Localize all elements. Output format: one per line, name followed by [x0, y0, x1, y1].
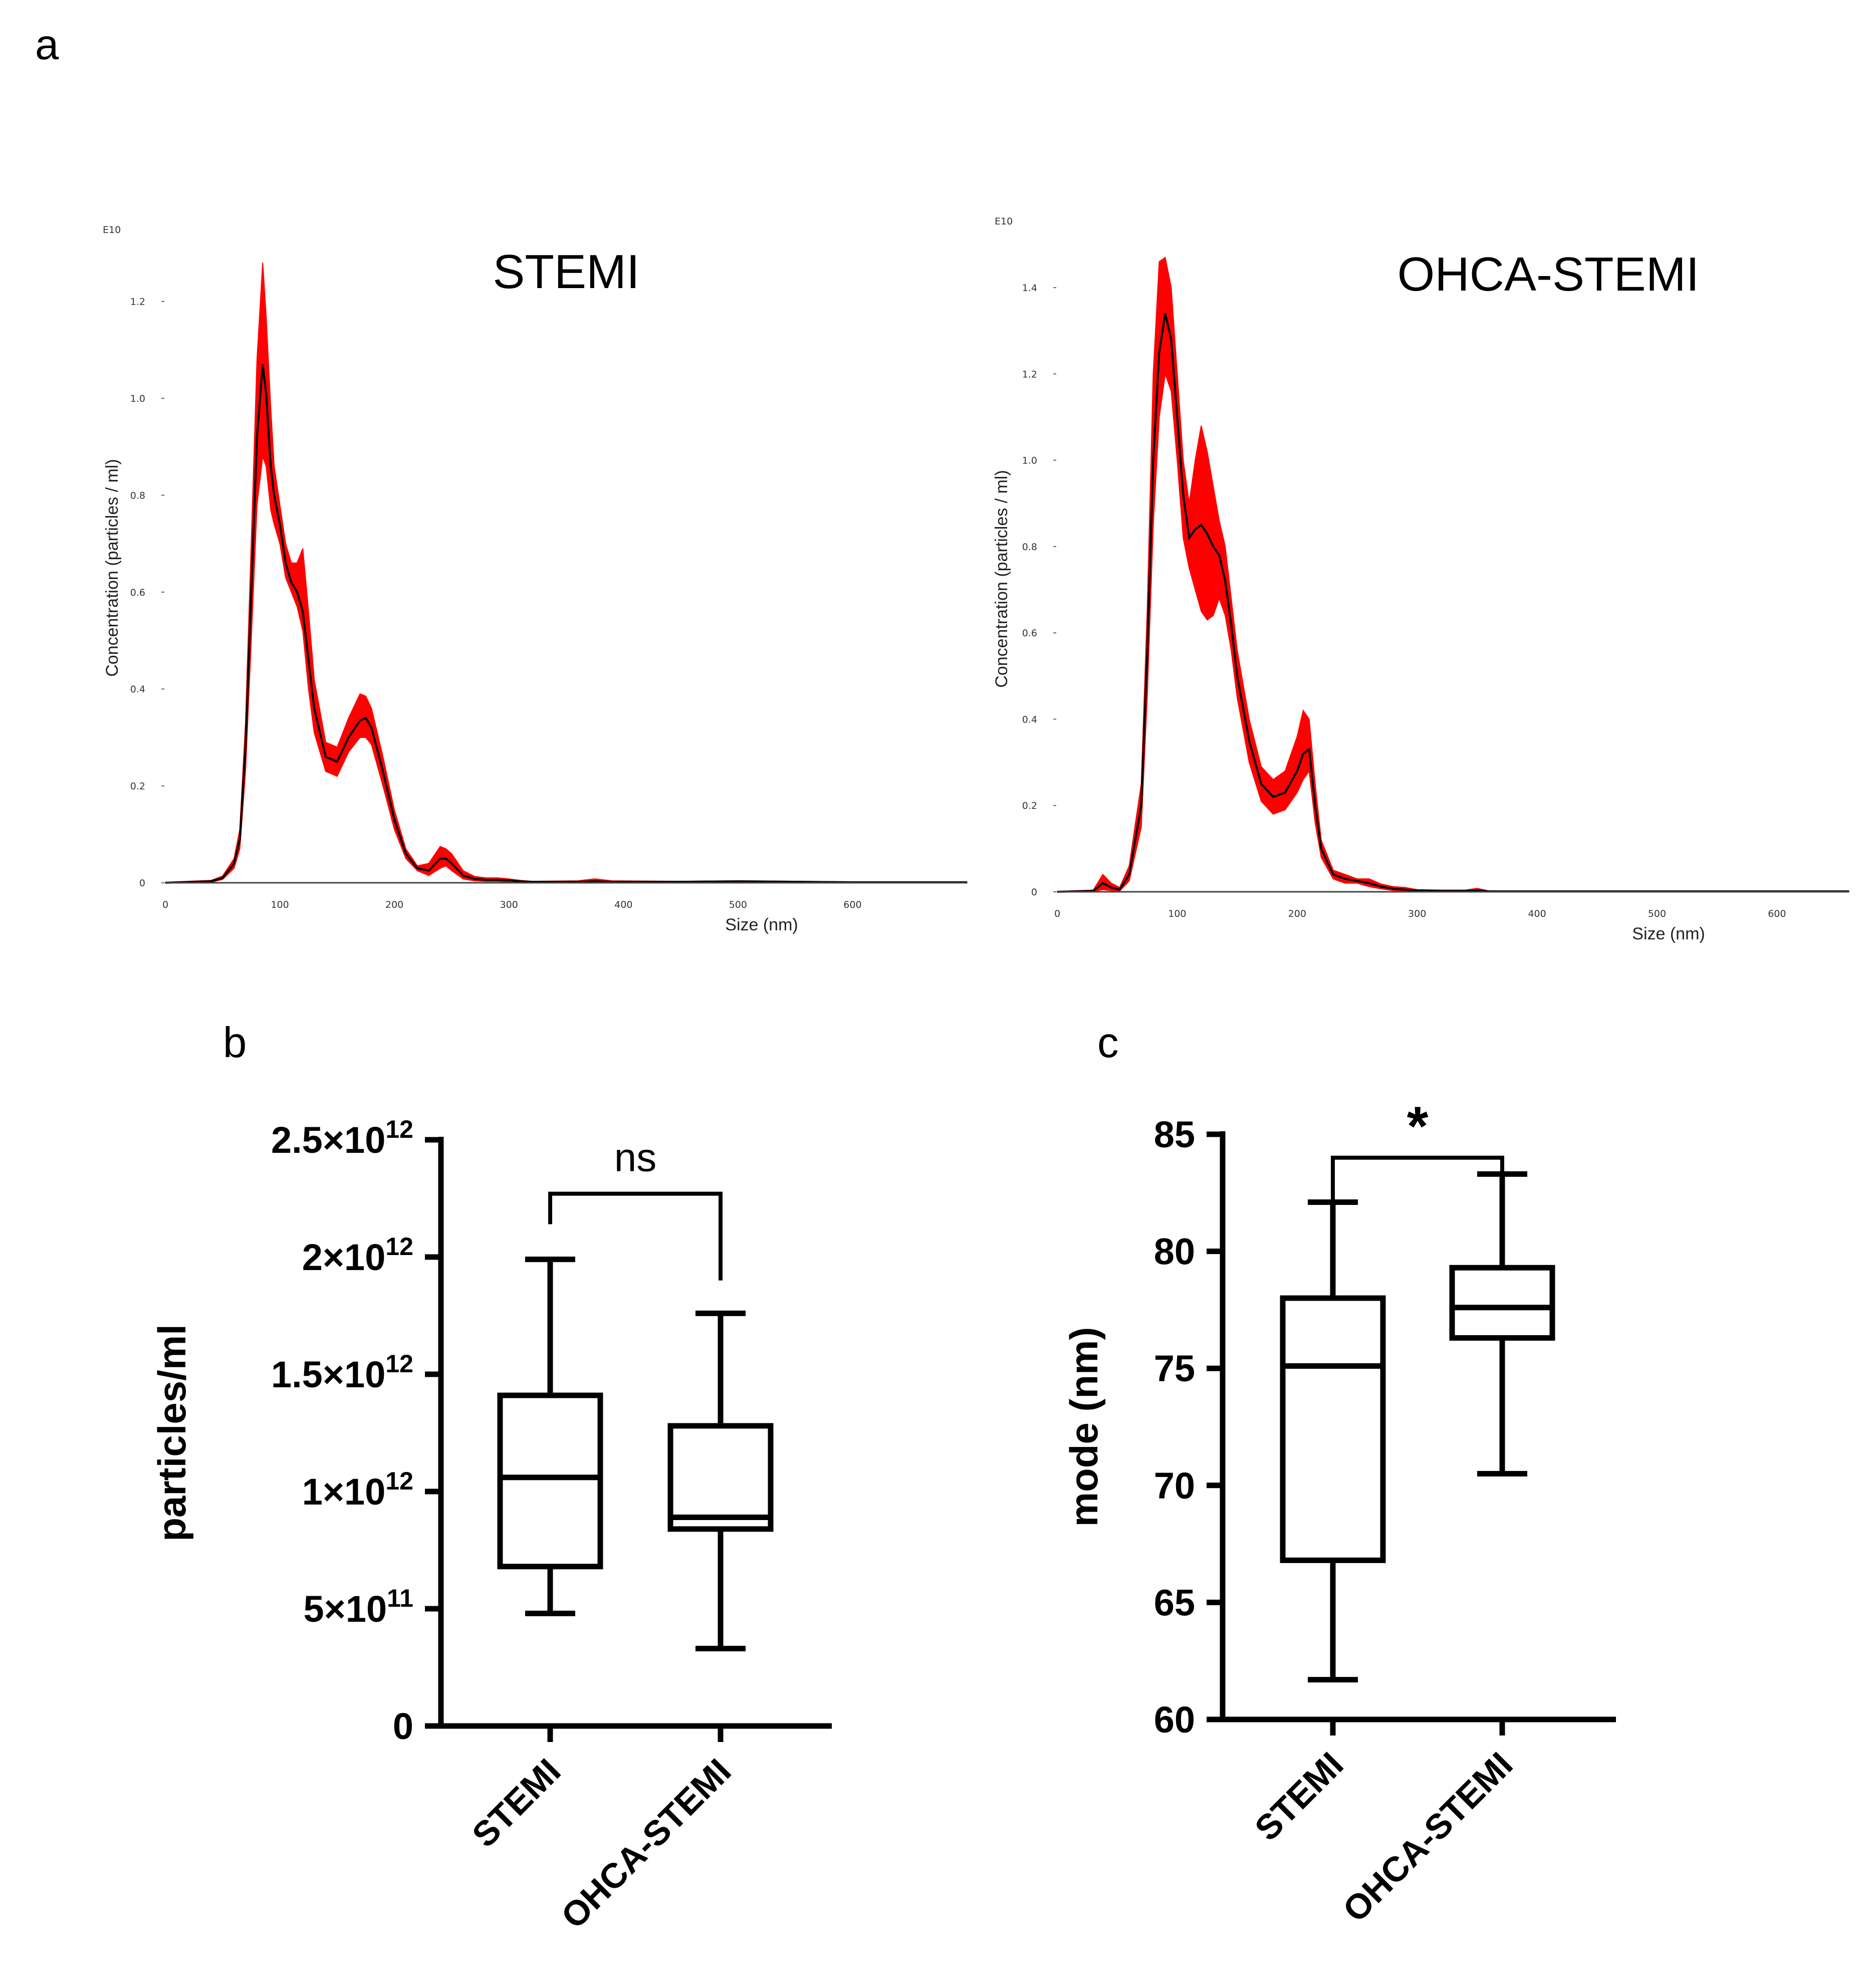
nta-ohca-x-tick-label: 100 [1168, 908, 1186, 919]
nta-ohca-y-tick-label: 0.2 [1022, 801, 1037, 812]
nta-stemi-mean-line [165, 364, 967, 884]
nta-ohca-y-tick-label: 0.6 [1022, 628, 1037, 639]
box-mode-ohca-stemi-category-label: OHCA-STEMI [1335, 1745, 1520, 1929]
nta-ohca-x-tick-label: 500 [1648, 908, 1666, 919]
box-particles-y-tick-label: 2.5×1012 [271, 1115, 413, 1161]
nta-ohca-x-axis-label: Size (nm) [1632, 924, 1705, 943]
nta-stemi-x-tick-label: 500 [729, 899, 747, 910]
particles-boxplot: 0 5×1011 1×1012 1.5×1012 2×1012 2.5×1012 parti… [150, 1115, 832, 1936]
box-particles-ohca-stemi-category-label: OHCA-STEMI [554, 1751, 739, 1936]
nta-ohca-mean-line [1057, 313, 1849, 893]
nta-ohca-x-tick-label: 400 [1528, 908, 1546, 919]
box-particles-stemi-category-label: STEMI [464, 1751, 568, 1854]
nta-ohca-exponent-label: E10 [995, 216, 1013, 227]
nta-ohca-x-tick-label: 0 [1054, 908, 1060, 919]
nta-ohca-x-tick-label: 300 [1408, 908, 1426, 919]
box-particles-y-axis-label: particles/ml [150, 1324, 194, 1542]
box-particles-ohca-stemi-box [667, 1423, 774, 1532]
box-particles-stemi-box [497, 1392, 603, 1570]
nta-ohca-y-tick-label: 0 [1031, 887, 1037, 898]
nta-ohca-y-tick-label: 1.2 [1022, 369, 1037, 380]
nta-ohca-y-tick-label: 1.4 [1022, 283, 1037, 294]
box-mode-stemi-box [1280, 1295, 1386, 1563]
nta-stemi-title: STEMI [493, 245, 639, 299]
nta-stemi-error-band [165, 263, 968, 884]
box-particles-y-tick-label: 5×1011 [303, 1584, 413, 1630]
nta-ohca-y-tick-label: 0.4 [1022, 714, 1037, 725]
nta-stemi-y-axis-label: Concentration (particles / ml) [103, 459, 122, 677]
panel-letter-b: b [223, 1019, 247, 1067]
box-mode-y-tick-label: 60 [1154, 1699, 1195, 1741]
nta-stemi-x-tick-label: 0 [162, 899, 168, 910]
nta-stemi-y-tick-label: 0 [139, 878, 145, 889]
box-particles-y-tick-label: 1×1012 [302, 1467, 413, 1513]
nta-stemi-x-tick-label: 200 [385, 899, 403, 910]
panel-letter-c: c [1097, 1019, 1119, 1067]
nta-stemi-x-tick-label: 400 [614, 899, 632, 910]
box-mode-y-tick-label: 80 [1154, 1231, 1195, 1273]
nta-stemi-x-tick-label: 100 [271, 899, 289, 910]
nta-ohca-title: OHCA-STEMI [1397, 247, 1700, 301]
box-mode-ohca-stemi-box [1449, 1265, 1555, 1341]
nta-stemi-exponent-label: E10 [103, 224, 121, 235]
box-mode-y-tick-label: 75 [1154, 1348, 1195, 1389]
box-mode-y-tick-label: 85 [1154, 1114, 1195, 1155]
box-particles-y-tick-label: 1.5×1012 [271, 1350, 413, 1395]
nta-ohca-y-tick-label: 1.0 [1022, 455, 1037, 466]
box-mode-significance-label: * [1407, 1096, 1429, 1157]
box-particles-y-tick-label: 2×1012 [302, 1232, 413, 1278]
box-mode-stemi-category-label: STEMI [1247, 1745, 1350, 1848]
box-mode-y-axis-label: mode (nm) [1062, 1327, 1106, 1527]
nta-ohca-stemi-chart: 0 0.2 0.4 0.6 0.8 1.0 1.2 1.4 0 100 200 300 400 500 60… [992, 216, 1849, 943]
nta-ohca-y-axis-label: Concentration (particles / ml) [992, 470, 1011, 688]
nta-stemi-x-tick-label: 300 [500, 899, 518, 910]
nta-ohca-x-tick-label: 600 [1768, 908, 1786, 919]
nta-ohca-y-tick-label: 0.8 [1022, 542, 1037, 553]
nta-stemi-y-tick-label: 1.2 [130, 297, 145, 308]
nta-stemi-y-tick-label: 0.8 [130, 490, 145, 501]
nta-stemi-y-tick-label: 0.6 [130, 587, 145, 598]
nta-stemi-x-axis-label: Size (nm) [725, 915, 798, 934]
nta-stemi-y-tick-label: 0.4 [130, 684, 145, 695]
nta-stemi-y-tick-label: 0.2 [130, 781, 145, 792]
box-particles-significance-label: ns [614, 1135, 657, 1180]
box-particles-y-tick-label: 0 [393, 1705, 413, 1747]
nta-stemi-y-tick-label: 1.0 [130, 393, 145, 404]
panel-letter-a: a [35, 21, 59, 69]
nta-stemi-chart: 0 0.2 0.4 0.6 0.8 1.0 1.2 0 100 200 300 400 500 600 E1… [103, 224, 968, 934]
box-particles-significance-bracket [548, 1191, 723, 1281]
box-mode-y-tick-label: 65 [1154, 1582, 1195, 1623]
nta-ohca-x-tick-label: 200 [1288, 908, 1306, 919]
box-mode-significance-bracket [1331, 1155, 1504, 1226]
box-mode-y-tick-label: 70 [1154, 1465, 1195, 1507]
nta-stemi-x-tick-label: 600 [843, 899, 861, 910]
nta-ohca-error-band [1057, 257, 1849, 893]
